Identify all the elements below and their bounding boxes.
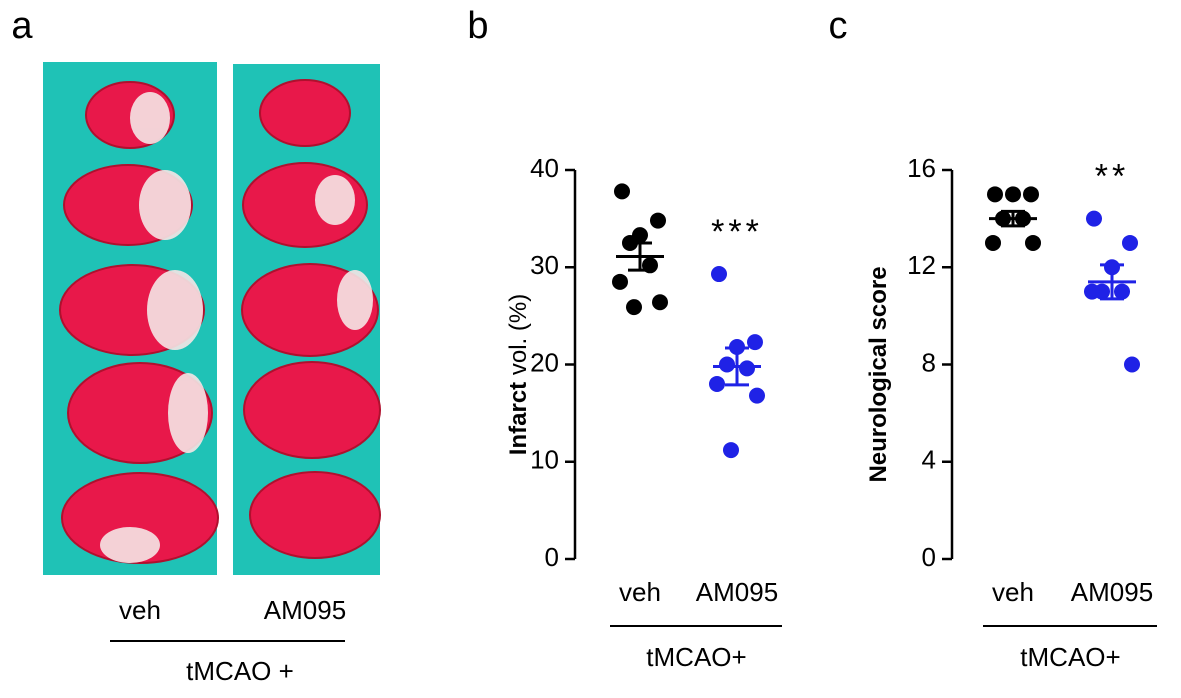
panel-label: a	[11, 5, 33, 47]
dot	[1025, 234, 1041, 251]
y-axis-label: Neurological score	[865, 266, 892, 482]
dot	[709, 375, 725, 392]
x-tick-label: AM095	[696, 577, 778, 607]
x-tick-label: AM095	[1071, 577, 1153, 607]
dot	[747, 334, 763, 351]
dot	[626, 299, 642, 316]
x-tick-label: veh	[619, 577, 661, 607]
y-tick-label: 40	[530, 153, 559, 183]
significance: ***	[711, 213, 763, 251]
sem-bar	[1001, 209, 1025, 228]
dot	[711, 266, 727, 283]
dot	[1023, 186, 1039, 203]
dot	[1084, 283, 1100, 300]
dot	[739, 360, 755, 377]
significance: **	[1095, 158, 1129, 196]
group-label: AM095	[264, 595, 346, 625]
y-tick-label: 30	[530, 250, 559, 280]
group-label: veh	[119, 595, 161, 625]
dot	[612, 273, 628, 290]
dot	[650, 212, 666, 229]
group-caption: tMCAO+	[646, 642, 746, 672]
brain-photo	[43, 62, 381, 575]
dot	[1114, 283, 1130, 300]
dot	[1005, 186, 1021, 203]
y-tick-label: 0	[545, 542, 559, 572]
dot	[749, 387, 765, 404]
x-tick-label: veh	[992, 577, 1034, 607]
panel-label: c	[829, 5, 848, 47]
group-caption: tMCAO +	[186, 656, 294, 686]
dot	[614, 183, 630, 200]
dot	[723, 442, 739, 459]
sem-bar	[1100, 263, 1124, 301]
dot	[719, 356, 735, 373]
sem-bar	[725, 346, 749, 387]
y-axis-label-main: Infarct	[505, 382, 532, 455]
dot	[1122, 234, 1138, 251]
dot	[987, 186, 1003, 203]
y-axis-label: Infarct vol. (%)	[505, 294, 532, 455]
sem-bar	[628, 241, 652, 272]
y-axis-label-unit: vol. (%)	[505, 294, 532, 375]
y-tick-label: 8	[922, 347, 936, 377]
dot	[652, 294, 668, 311]
dot	[985, 234, 1001, 251]
dot	[1124, 356, 1140, 373]
dot	[1086, 210, 1102, 227]
y-tick-label: 12	[907, 250, 936, 280]
y-tick-label: 4	[922, 445, 936, 475]
y-tick-label: 16	[907, 153, 936, 183]
group-caption: tMCAO+	[1020, 642, 1120, 672]
y-tick-label: 10	[530, 445, 559, 475]
y-tick-label: 20	[530, 347, 559, 377]
y-axis-label-main: Neurological score	[865, 266, 892, 482]
panel-label: b	[467, 5, 488, 47]
y-tick-label: 0	[922, 542, 936, 572]
